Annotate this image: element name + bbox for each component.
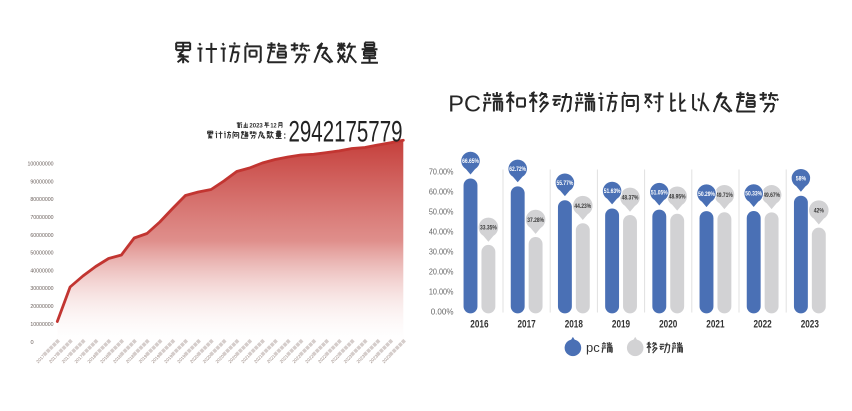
svg-text:58%: 58% <box>796 176 807 182</box>
svg-text:49.67%: 49.67% <box>763 193 780 199</box>
svg-text:70.00%: 70.00% <box>429 167 454 177</box>
svg-text:2018: 2018 <box>125 353 136 364</box>
svg-text:51.05%: 51.05% <box>651 190 668 196</box>
svg-text:90000000: 90000000 <box>30 179 53 185</box>
svg-text:2022: 2022 <box>304 353 315 364</box>
svg-text:2018: 2018 <box>99 353 110 364</box>
svg-text:42%: 42% <box>814 208 825 214</box>
svg-text:10.00%: 10.00% <box>429 286 454 296</box>
svg-text:66.65%: 66.65% <box>462 159 479 165</box>
svg-text:2017: 2017 <box>48 353 59 364</box>
svg-text:2019: 2019 <box>163 353 174 364</box>
svg-text:30000000: 30000000 <box>30 286 53 292</box>
svg-text:2023: 2023 <box>801 319 819 331</box>
svg-text:37.28%: 37.28% <box>527 218 544 224</box>
svg-text:2019: 2019 <box>612 319 630 331</box>
svg-text:40000000: 40000000 <box>30 268 53 274</box>
svg-text:2021: 2021 <box>706 319 724 331</box>
svg-text:50.29%: 50.29% <box>698 192 715 198</box>
svg-text:80000000: 80000000 <box>30 197 53 203</box>
svg-text:2022: 2022 <box>317 353 328 364</box>
svg-text:2021: 2021 <box>279 353 290 364</box>
svg-text:51.63%: 51.63% <box>604 189 621 195</box>
svg-text:2023: 2023 <box>368 353 379 364</box>
svg-text:2021: 2021 <box>240 353 251 364</box>
svg-text:2021: 2021 <box>266 353 277 364</box>
svg-text:2018: 2018 <box>112 353 123 364</box>
svg-text:70000000: 70000000 <box>30 215 53 221</box>
svg-text:62.72%: 62.72% <box>509 167 526 173</box>
svg-text:2023: 2023 <box>249 123 263 130</box>
svg-text:0.00%: 0.00% <box>431 306 454 316</box>
svg-text:2017: 2017 <box>61 353 72 364</box>
svg-text:50000000: 50000000 <box>30 251 53 257</box>
svg-text:0: 0 <box>31 340 34 346</box>
svg-text:2017: 2017 <box>74 353 85 364</box>
svg-text:2020: 2020 <box>202 353 213 364</box>
svg-text:PC: PC <box>448 90 481 116</box>
svg-text:40.00%: 40.00% <box>429 227 454 237</box>
svg-text:2019: 2019 <box>176 353 187 364</box>
svg-text:2018: 2018 <box>565 319 583 331</box>
svg-text:2019: 2019 <box>138 353 149 364</box>
svg-text:33.35%: 33.35% <box>480 226 497 232</box>
svg-text:2017: 2017 <box>35 353 46 364</box>
svg-text:2020: 2020 <box>659 319 677 331</box>
svg-text:100000000: 100000000 <box>28 162 54 168</box>
svg-text:2023: 2023 <box>343 353 354 364</box>
svg-text:2022: 2022 <box>330 353 341 364</box>
svg-text:2021: 2021 <box>253 353 264 364</box>
svg-text:2023: 2023 <box>381 353 392 364</box>
svg-text:2019: 2019 <box>150 353 161 364</box>
svg-text:60000000: 60000000 <box>30 233 53 239</box>
svg-text:2016: 2016 <box>470 319 488 331</box>
svg-text:2023: 2023 <box>356 353 367 364</box>
svg-text:2017: 2017 <box>518 319 536 331</box>
svg-text:44.23%: 44.23% <box>574 204 591 210</box>
svg-text::: : <box>283 131 286 141</box>
svg-text:48.95%: 48.95% <box>669 194 686 200</box>
svg-text:20000000: 20000000 <box>30 304 53 310</box>
svg-text:50.00%: 50.00% <box>429 207 454 217</box>
svg-text:pc: pc <box>586 340 600 355</box>
svg-text:2942175779: 2942175779 <box>289 116 403 149</box>
svg-text:2020: 2020 <box>215 353 226 364</box>
svg-text:2020: 2020 <box>227 353 238 364</box>
svg-text:20.00%: 20.00% <box>429 266 454 276</box>
svg-text:2022: 2022 <box>754 319 772 331</box>
svg-text:60.00%: 60.00% <box>429 187 454 197</box>
svg-text:2018: 2018 <box>86 353 97 364</box>
svg-text:2020: 2020 <box>189 353 200 364</box>
svg-text:30.00%: 30.00% <box>429 247 454 257</box>
svg-text:10000000: 10000000 <box>30 322 53 328</box>
svg-text:48.37%: 48.37% <box>622 196 639 202</box>
svg-text:2022: 2022 <box>291 353 302 364</box>
svg-text:49.71%: 49.71% <box>716 193 733 199</box>
svg-text:55.77%: 55.77% <box>557 181 574 187</box>
svg-text:12: 12 <box>270 123 276 130</box>
svg-text:50.33%: 50.33% <box>745 192 762 198</box>
